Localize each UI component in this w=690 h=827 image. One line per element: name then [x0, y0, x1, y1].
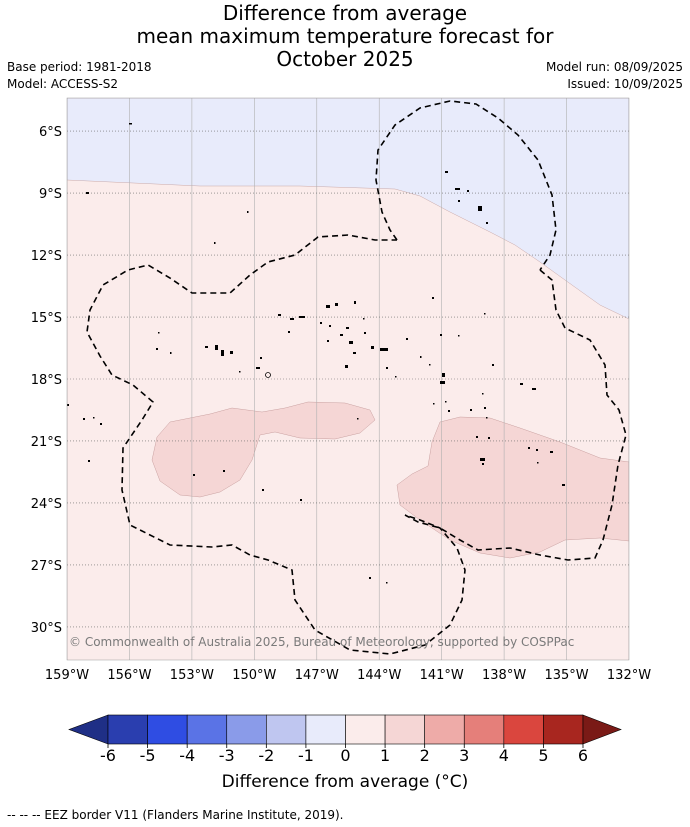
lon-label: 138°W [482, 668, 526, 683]
colorbar-extend-low [68, 714, 109, 745]
lon-label: 147°W [295, 668, 339, 683]
issued-date: Issued: 10/09/2025 [567, 77, 683, 91]
lon-label: 141°W [420, 668, 464, 683]
longitude-labels: 159°W 156°W 153°W 150°W 147°W 144°W 141°W 138°W… [45, 668, 651, 683]
map-title: Difference from average mean maximum tem… [0, 2, 690, 71]
colorbar-tick-label: 2 [420, 746, 430, 765]
colorbar-segment [305, 714, 346, 745]
lat-label: 12°S [31, 249, 62, 264]
colorbar-tick-label: -6 [100, 746, 116, 765]
colorbar-tick-label: -2 [258, 746, 274, 765]
lat-label: 15°S [31, 311, 62, 326]
lat-label: 27°S [31, 559, 62, 574]
colorbar-segment [186, 714, 228, 745]
meta-left: Base period: 1981-2018 Model: ACCESS-S2 [7, 59, 152, 93]
colorbar-extend-high [582, 714, 622, 745]
cooler-region [67, 98, 629, 320]
lon-label: 132°W [607, 668, 651, 683]
eez-footnote: -- -- -- EEZ border V11 (Flanders Marine… [7, 808, 344, 822]
colorbar-segment [503, 714, 544, 745]
colorbar-segment [147, 714, 188, 745]
title-line-2: mean maximum temperature forecast for [136, 24, 554, 48]
colorbar-tick-label: 5 [538, 746, 548, 765]
lat-label: 30°S [31, 621, 62, 636]
colorbar-segment [543, 714, 584, 745]
lon-label: 150°W [232, 668, 276, 683]
eez-border-north [375, 100, 557, 271]
gridlines [67, 98, 629, 660]
latitude-labels: 6°S 9°S 12°S 15°S 18°S 21°S 24°S 27°S 30°S [31, 125, 62, 636]
map-plot-area [67, 98, 629, 660]
lon-label: 153°W [170, 668, 214, 683]
warm-region-east [396, 416, 629, 559]
model-run: Model run: 08/09/2025 [545, 60, 683, 74]
colorbar-tick-label: 3 [459, 746, 469, 765]
title-line-1: Difference from average [222, 1, 468, 25]
colorbar-segment [107, 714, 148, 745]
colorbar-tick-label: 6 [578, 746, 588, 765]
colorbar-tick-label: 0 [340, 746, 350, 765]
colorbar-tick-label: -3 [219, 746, 235, 765]
base-period: Base period: 1981-2018 [7, 60, 152, 74]
colorbar-segment [463, 714, 505, 745]
colorbar-tick-label: 1 [380, 746, 390, 765]
warm-region-west [151, 401, 376, 498]
title-line-3: October 2025 [276, 47, 414, 71]
colorbar-segment [345, 714, 386, 745]
map-frame [66, 97, 630, 661]
lat-label: 21°S [31, 435, 62, 450]
lon-label: 159°W [45, 668, 89, 683]
colorbar-segment [266, 714, 307, 745]
colorbar-segment [226, 714, 267, 745]
lon-label: 156°W [107, 668, 151, 683]
lat-label: 18°S [31, 373, 62, 388]
lat-label: 6°S [39, 125, 62, 140]
colorbar-segment [424, 714, 465, 745]
islands [67, 123, 565, 584]
model-name: Model: ACCESS-S2 [7, 77, 119, 91]
copyright-notice: © Commonwealth of Australia 2025, Bureau… [69, 635, 574, 649]
lat-label: 24°S [31, 497, 62, 512]
meta-right: Model run: 08/09/2025 Issued: 10/09/2025 [546, 59, 683, 93]
lon-label: 144°W [357, 668, 401, 683]
colorbar-tick-label: -1 [298, 746, 314, 765]
colorbar: -6 -5 -4 -3 -2 -1 0 1 2 3 4 5 6 [68, 714, 622, 765]
colorbar-tick-label: -4 [179, 746, 195, 765]
colorbar-label: Difference from average (°C) [221, 772, 469, 792]
lat-label: 9°S [39, 187, 62, 202]
colorbar-tick-label: 4 [499, 746, 509, 765]
colorbar-tick-label: -5 [140, 746, 156, 765]
colorbar-segment [384, 714, 425, 745]
lon-label: 135°W [544, 668, 588, 683]
